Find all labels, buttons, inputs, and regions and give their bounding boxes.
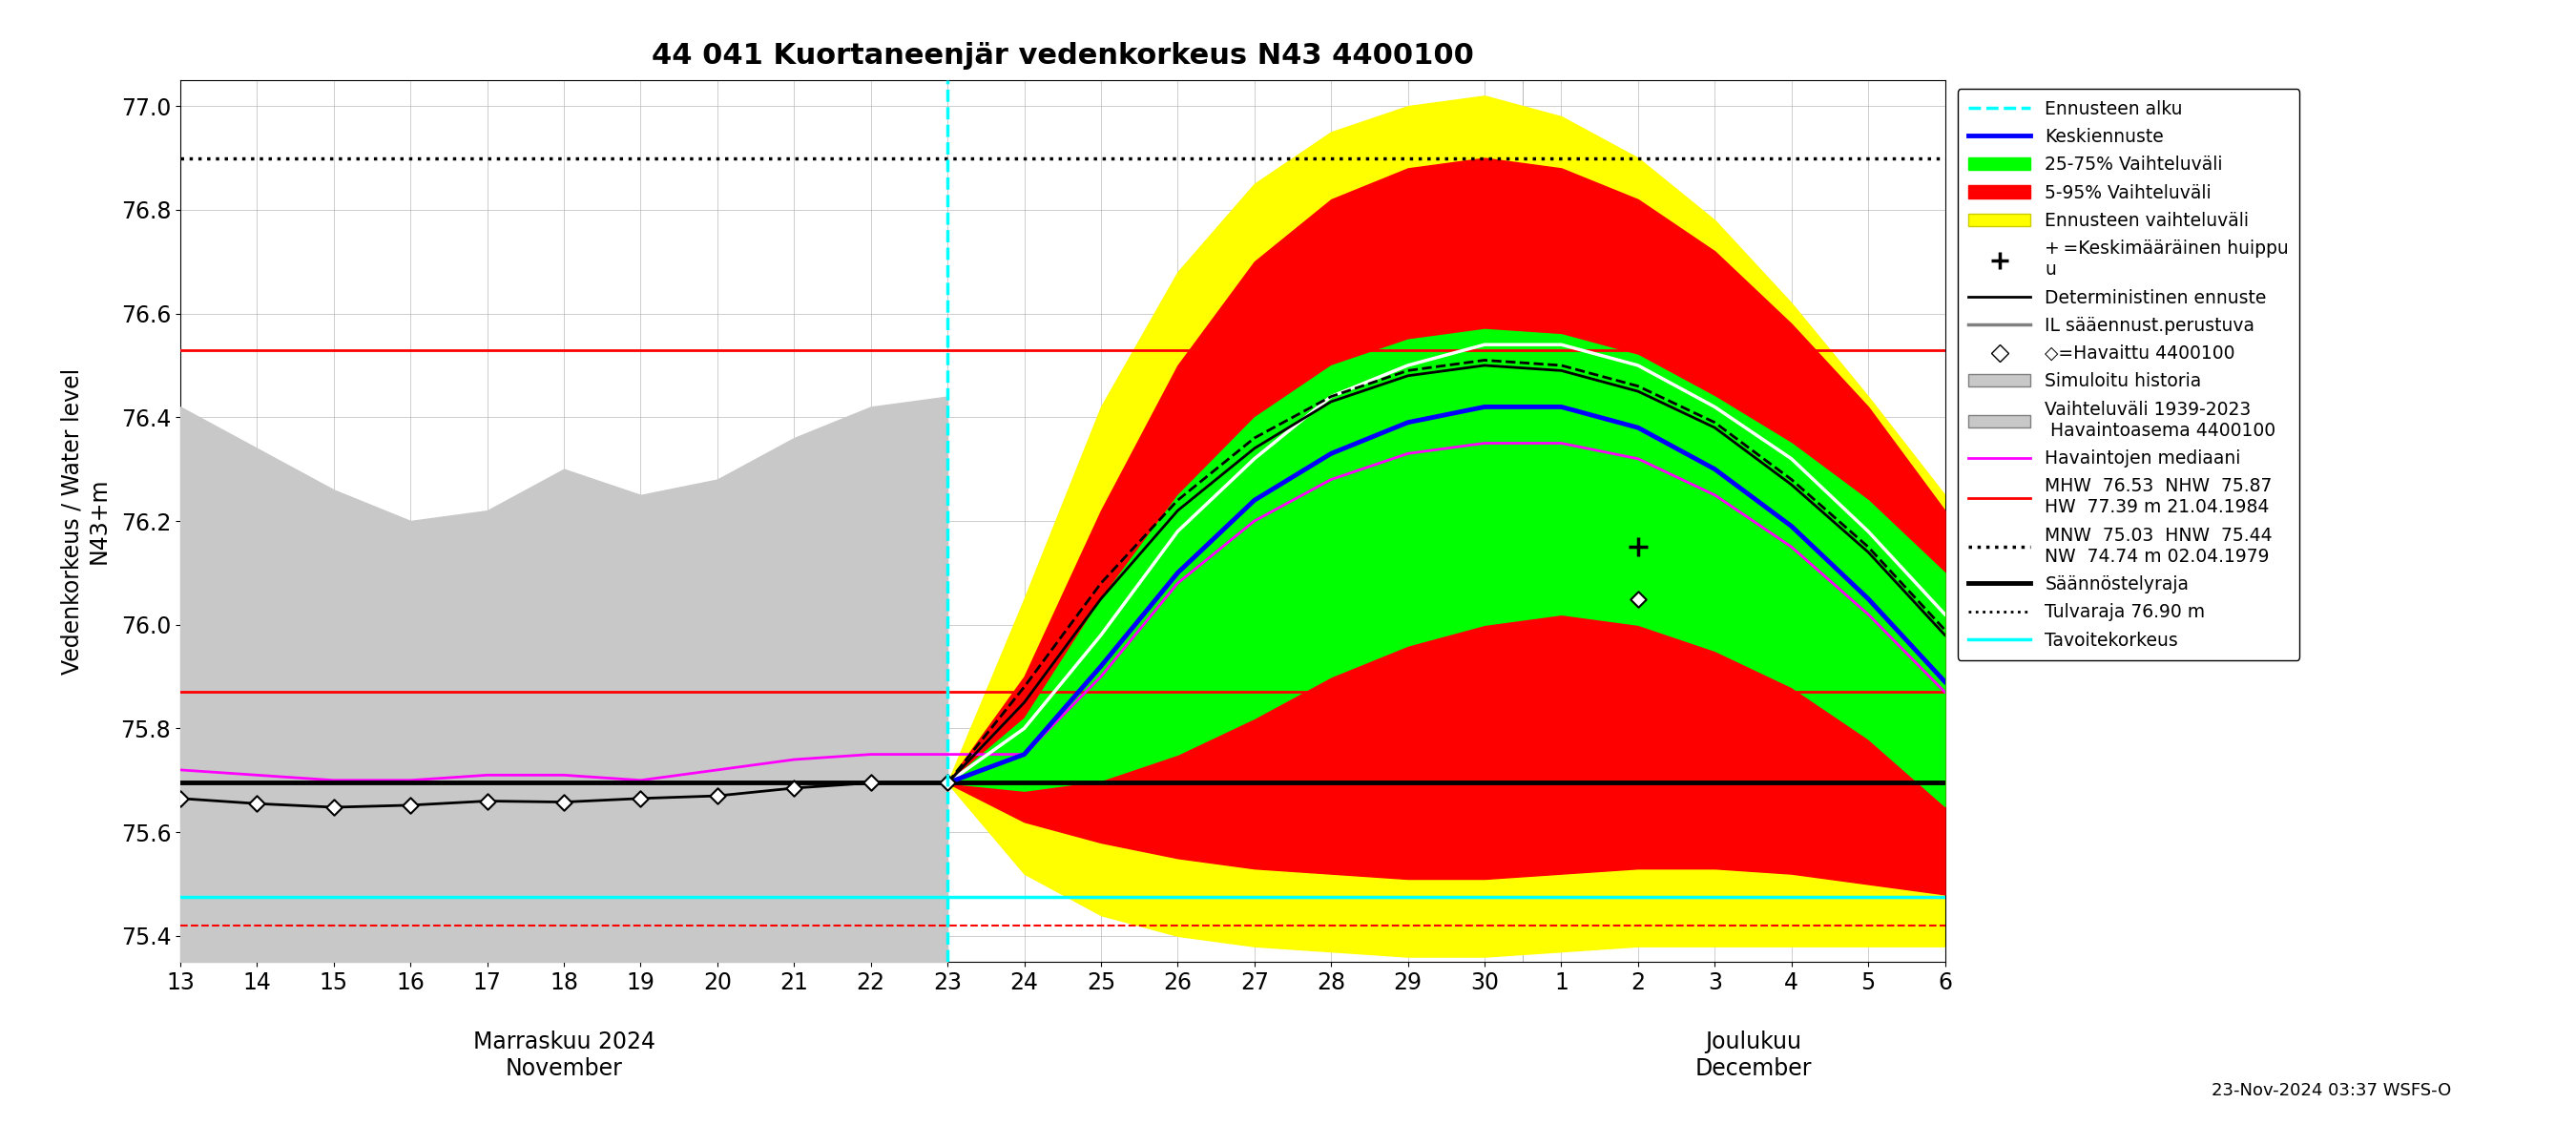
Title: 44 041 Kuortaneenjär vedenkorkeus N43 4400100: 44 041 Kuortaneenjär vedenkorkeus N43 44… xyxy=(652,42,1473,70)
Point xyxy=(621,789,662,807)
Point xyxy=(850,774,891,792)
Point xyxy=(1618,590,1659,608)
Text: Marraskuu 2024
November: Marraskuu 2024 November xyxy=(474,1030,654,1080)
Point xyxy=(160,789,201,807)
Text: 23-Nov-2024 03:37 WSFS-O: 23-Nov-2024 03:37 WSFS-O xyxy=(2210,1082,2452,1099)
Point xyxy=(773,779,814,797)
Text: Joulukuu
December: Joulukuu December xyxy=(1695,1030,1811,1080)
Point xyxy=(389,796,430,814)
Y-axis label: Vedenkorkeus / Water level
N43+m: Vedenkorkeus / Water level N43+m xyxy=(62,368,111,674)
Point xyxy=(466,792,507,811)
Point xyxy=(314,798,355,816)
Point xyxy=(237,795,278,813)
Point xyxy=(696,787,737,805)
Legend: Ennusteen alku, Keskiennuste, 25-75% Vaihteluväli, 5-95% Vaihteluväli, Ennusteen: Ennusteen alku, Keskiennuste, 25-75% Vai… xyxy=(1958,89,2300,661)
Point xyxy=(544,792,585,811)
Point xyxy=(927,774,969,792)
